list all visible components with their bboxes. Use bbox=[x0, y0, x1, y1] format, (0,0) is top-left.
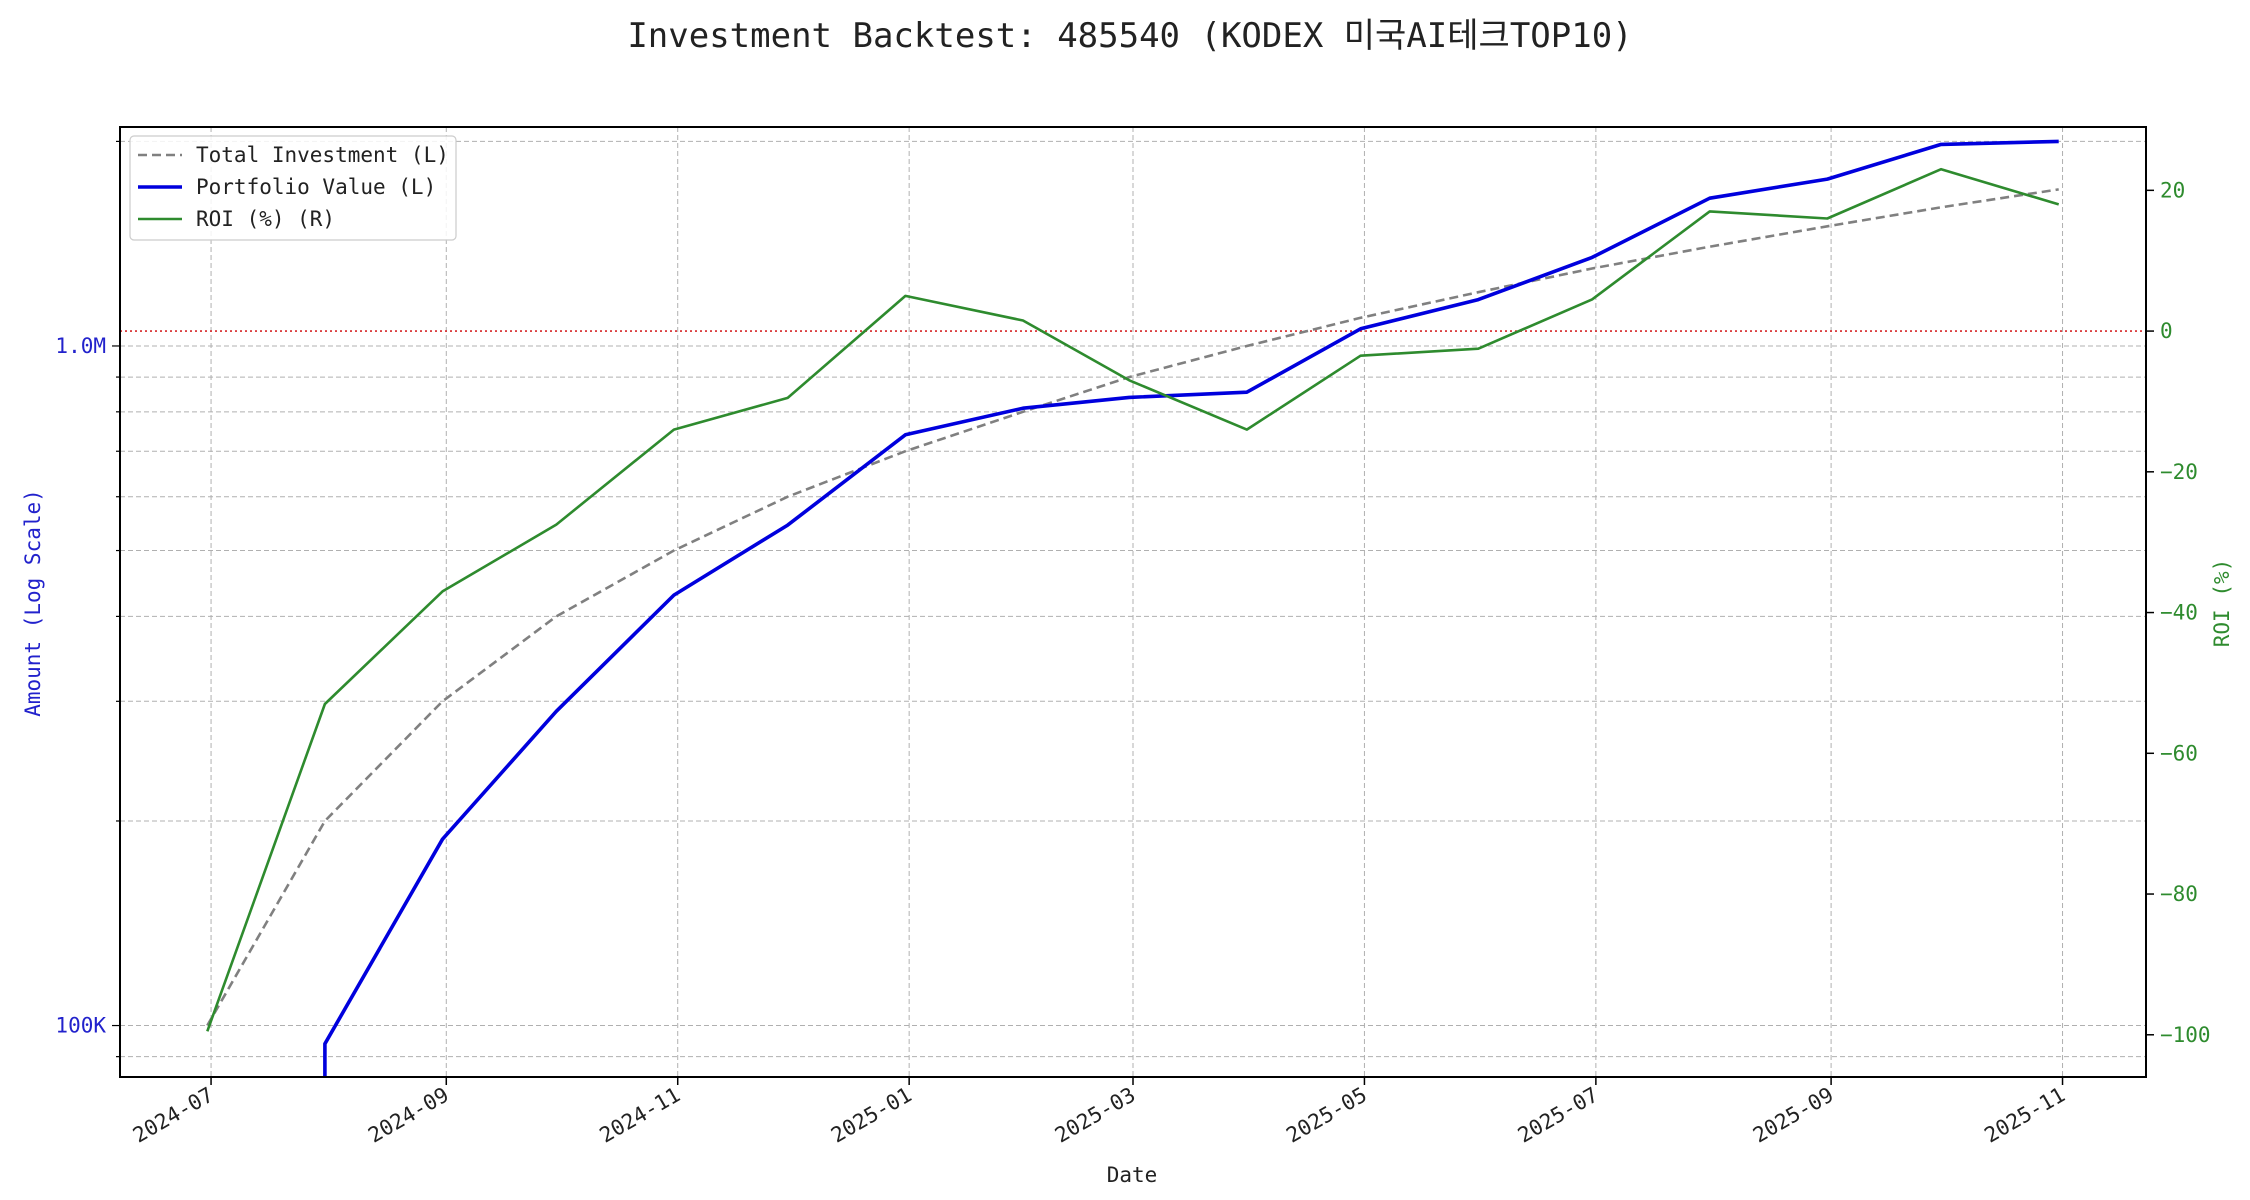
left-tick-label: 1.0M bbox=[55, 334, 106, 358]
right-tick-label: −60 bbox=[2160, 741, 2198, 765]
total-investment-line bbox=[206, 188, 2059, 1027]
x-axis-label: Date bbox=[1107, 1163, 1158, 1187]
grid-layer bbox=[120, 127, 2146, 1077]
series-layer bbox=[206, 139, 2060, 1077]
right-tick-label: 20 bbox=[2160, 178, 2185, 202]
right-tick-label: −100 bbox=[2160, 1023, 2211, 1047]
legend-box bbox=[129, 135, 457, 241]
right-tick-label: −20 bbox=[2160, 460, 2198, 484]
portfolio-value-line bbox=[323, 139, 2059, 1077]
legend-label: Portfolio Value (L) bbox=[196, 175, 436, 199]
right-tick-label: −40 bbox=[2160, 601, 2198, 625]
legend-label: ROI (%) (R) bbox=[196, 207, 335, 231]
legend-label: Total Investment (L) bbox=[196, 143, 449, 167]
right-tick-label: 0 bbox=[2160, 319, 2173, 343]
chart-title: Investment Backtest: 485540 (KODEX 미국AI테… bbox=[627, 16, 1632, 56]
left-tick-label: 100K bbox=[55, 1014, 106, 1038]
legend: Total Investment (L) Portfolio Value (L) R… bbox=[129, 135, 457, 241]
right-axis-label: ROI (%) bbox=[2210, 559, 2234, 648]
left-axis-label: Amount (Log Scale) bbox=[21, 489, 45, 717]
right-tick-label: −80 bbox=[2160, 882, 2198, 906]
roi-line bbox=[206, 167, 2060, 1032]
